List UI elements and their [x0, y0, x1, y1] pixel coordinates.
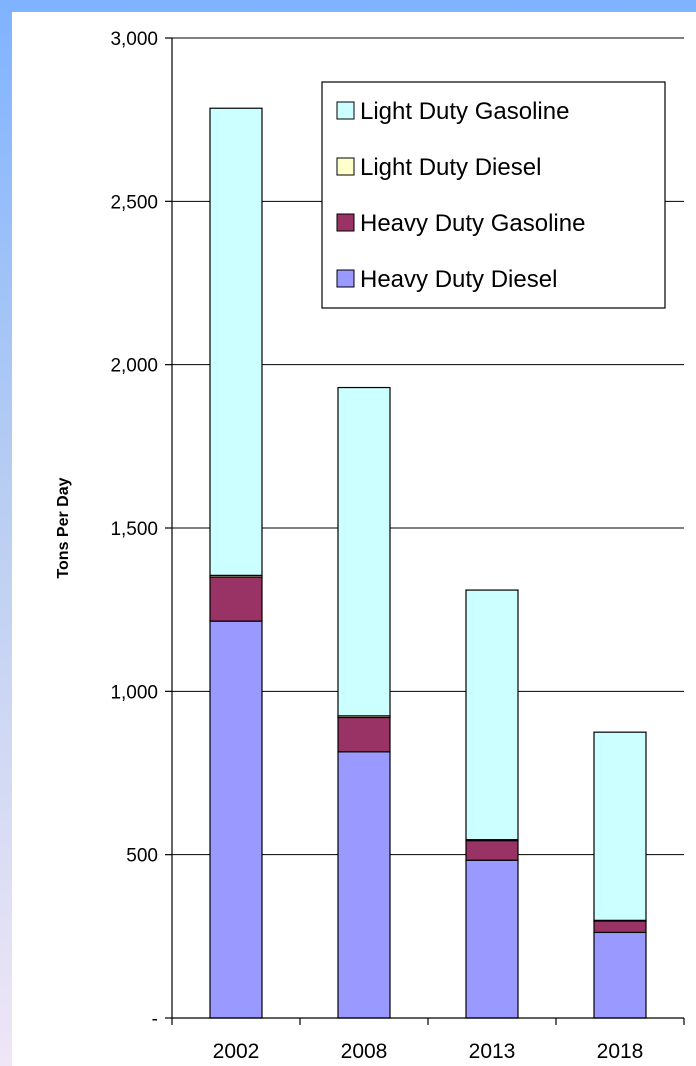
legend-swatch: [336, 101, 355, 120]
legend-swatch: [336, 213, 355, 232]
bars: [209, 107, 647, 1019]
y-tick-label: 2,000: [110, 356, 158, 377]
y-axis-title: Tons Per Day: [55, 477, 72, 578]
bar-segment-light-duty-gasoline: [465, 589, 519, 841]
y-tick-label: 1,000: [110, 682, 158, 703]
bar-segment-heavy-duty-diesel: [209, 620, 263, 1019]
bar-segment-heavy-duty-gasoline: [337, 716, 391, 753]
x-tick-label: 2018: [597, 1040, 644, 1063]
bar-segment-heavy-duty-diesel: [465, 859, 519, 1019]
bar-segment-heavy-duty-gasoline: [209, 576, 263, 622]
y-tick-label: 2,500: [110, 192, 158, 213]
x-tick-label: 2013: [469, 1040, 516, 1063]
legend-swatch: [336, 269, 355, 288]
chart-frame: -500 1,000 1,500 2,000 2,500 3,000 2002 2008 20…: [12, 12, 696, 1066]
y-tick-label: -: [152, 1009, 158, 1030]
y-tick-label: 3,000: [110, 29, 158, 50]
x-tick-label: 2008: [341, 1040, 388, 1063]
bar-segment-heavy-duty-diesel: [593, 931, 647, 1019]
legend-swatch: [336, 157, 355, 176]
bar-segment-light-duty-gasoline: [593, 731, 647, 921]
y-tick-label: 500: [126, 846, 158, 867]
legend-label: Light Duty Diesel: [360, 154, 541, 181]
bar-segment-heavy-duty-diesel: [337, 751, 391, 1019]
x-tick-labels: 2002 2008 2013 2018: [213, 1040, 644, 1063]
bar-segment-light-duty-gasoline: [337, 386, 391, 717]
axes: [165, 37, 685, 1025]
legend-label: Heavy Duty Gasoline: [360, 210, 585, 237]
legend: Light Duty Gasoline Light Duty Diesel Heav…: [321, 81, 666, 309]
legend-label: Light Duty Gasoline: [360, 98, 569, 125]
bar-segment-heavy-duty-gasoline: [593, 920, 647, 934]
legend-box: [321, 81, 666, 309]
y-tick-labels: - 500 1,000 1,500 2,000 2,500 3,000: [110, 29, 158, 1030]
legend-label: Heavy Duty Diesel: [360, 266, 557, 293]
bar-segment-light-duty-gasoline: [209, 107, 263, 576]
y-tick-label: 1,500: [110, 519, 158, 540]
bar-segment-heavy-duty-gasoline: [465, 840, 519, 861]
x-tick-label: 2002: [213, 1040, 260, 1063]
